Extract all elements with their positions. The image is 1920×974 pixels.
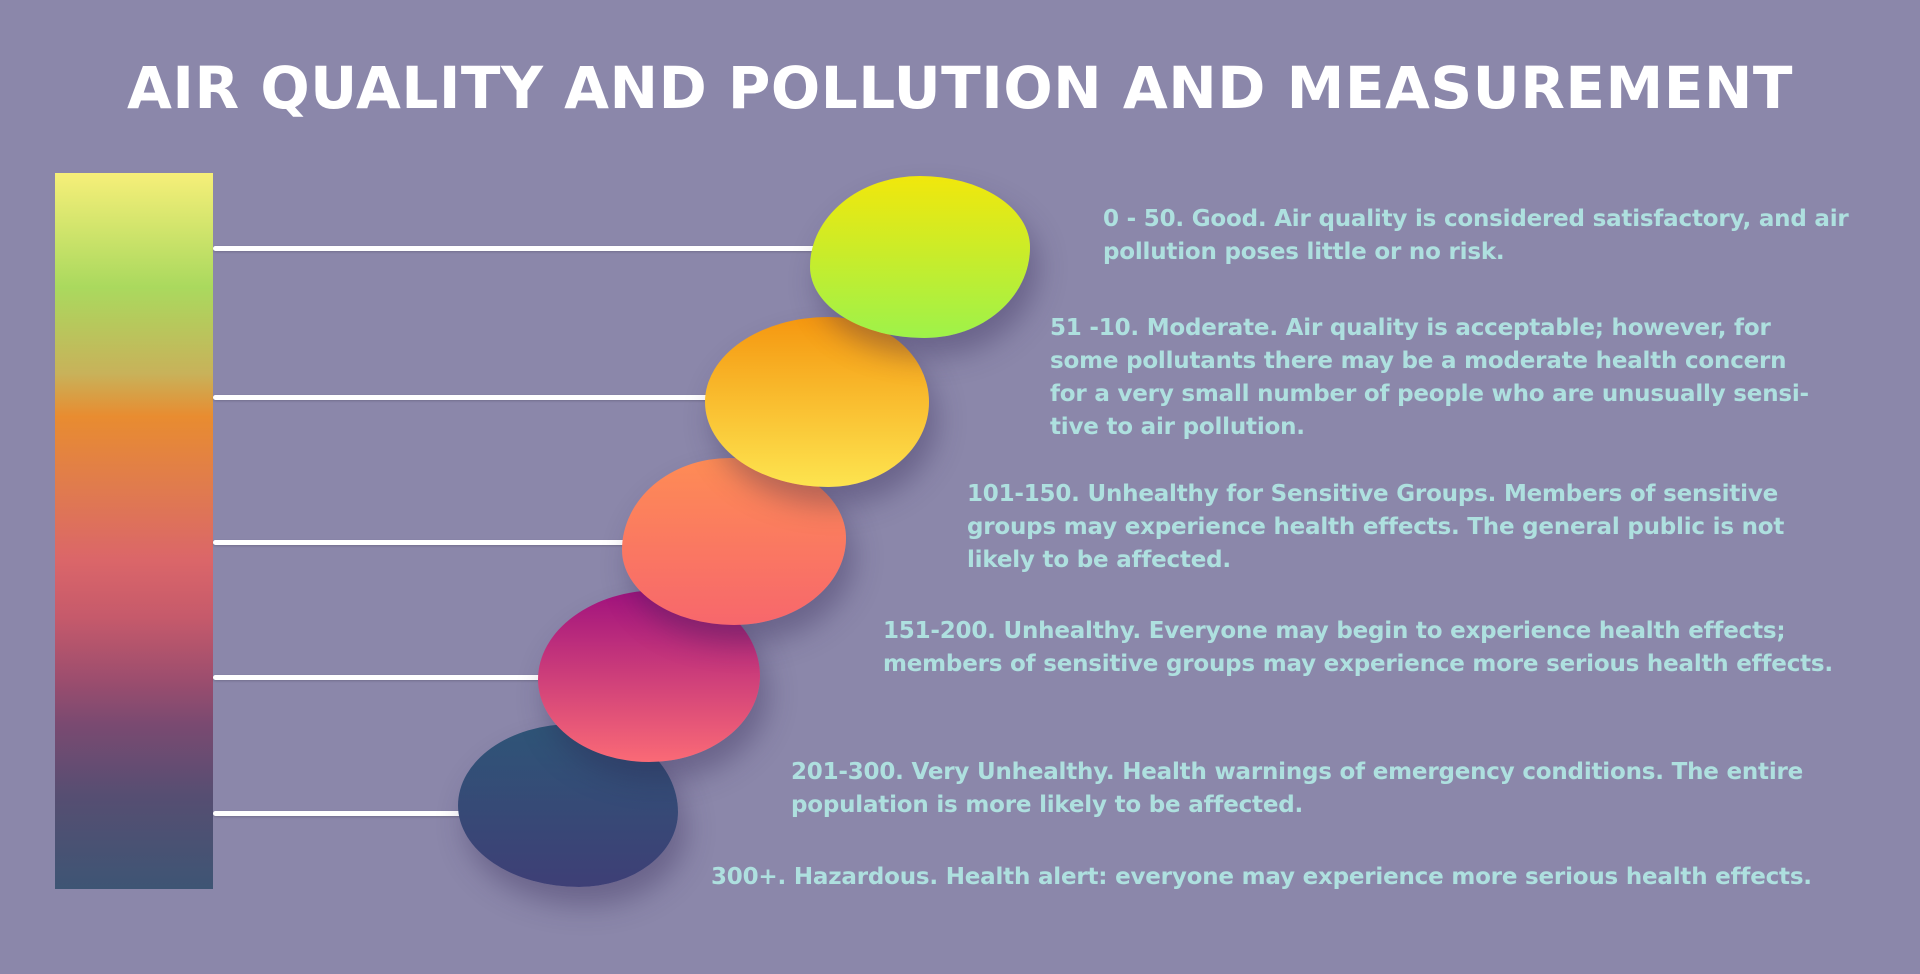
connector-line-very-unhealthy — [213, 811, 473, 816]
aqi-blob-good — [810, 176, 1030, 338]
page-title: AIR QUALITY AND POLLUTION AND MEASUREMEN… — [127, 54, 1793, 122]
aqi-description-good: 0 - 50. Good. Air quality is considered … — [1103, 206, 1849, 265]
connector-line-moderate — [213, 395, 725, 400]
connector-line-sensitive — [213, 540, 645, 545]
aqi-description-very-unhealthy: 201-300. Very Unhealthy. Health warnings… — [791, 759, 1804, 818]
aqi-description-unhealthy: 151-200. Unhealthy. Everyone may begin t… — [883, 618, 1833, 677]
aqi-description-hazardous: 300+. Hazardous. Health alert: everyone … — [711, 864, 1812, 890]
aqi-description-moderate: 51 -10. Moderate. Air quality is accepta… — [1050, 315, 1809, 440]
connector-line-unhealthy — [213, 675, 559, 680]
aqi-blob-moderate — [705, 317, 929, 487]
aqi-description-sensitive: 101-150. Unhealthy for Sensitive Groups.… — [967, 481, 1785, 573]
connector-line-good — [213, 246, 835, 251]
aqi-gradient-scale — [55, 173, 213, 889]
